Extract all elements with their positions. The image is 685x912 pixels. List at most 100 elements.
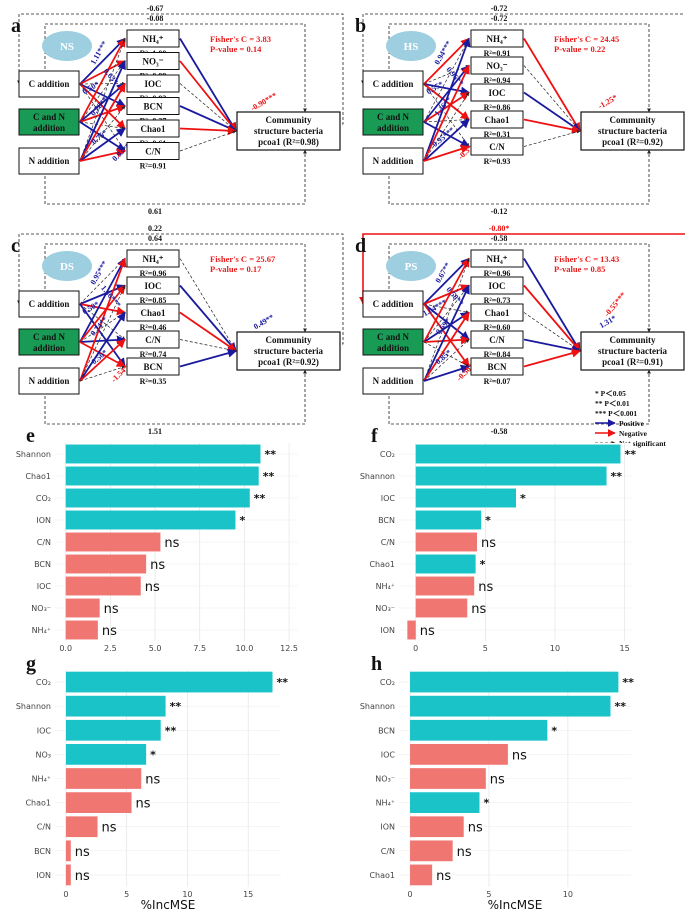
- path-input2-to-1: [79, 285, 126, 382]
- bar: [415, 554, 476, 574]
- bar: [410, 864, 433, 886]
- outcome-label: structure bacteria: [598, 346, 668, 356]
- bar: [65, 840, 71, 862]
- significance-label: ns: [478, 580, 493, 595]
- panel-letter: c: [11, 235, 20, 257]
- legend-line-label-1: Negative: [619, 429, 648, 438]
- y-category-label: NH₄⁺: [32, 626, 51, 635]
- mediator-label: NH₄⁺: [487, 34, 508, 44]
- y-category-label: ION: [36, 516, 51, 525]
- path-input2-to-3: [79, 338, 126, 382]
- mediator-label: C/N: [145, 335, 161, 345]
- panel-letter: g: [26, 653, 36, 675]
- significance-label: *: [551, 724, 557, 737]
- mediator-label: Chao1: [140, 124, 166, 134]
- significance-label: **: [254, 492, 266, 505]
- y-category-label: Shannon: [360, 472, 395, 481]
- significance-label: **: [611, 470, 623, 483]
- y-category-label: ION: [380, 626, 395, 635]
- y-category-label: BCN: [34, 847, 51, 856]
- legend: * P＜0.05** P＜0.01*** P＜0.001PositiveNega…: [595, 389, 666, 448]
- y-category-label: Shannon: [360, 702, 395, 711]
- y-category-label: Shannon: [16, 702, 51, 711]
- path-mediator-to-outcome: [179, 38, 237, 132]
- path-input2-to-3: [423, 339, 470, 382]
- mediator-box: [470, 29, 524, 48]
- outcome-label: Community: [609, 335, 656, 345]
- y-category-label: CO₂: [380, 450, 395, 459]
- input-box-1: [362, 108, 424, 136]
- significance-label: ns: [164, 536, 179, 551]
- x-tick-label: 5: [124, 890, 129, 899]
- y-category-label: Chao1: [25, 799, 51, 808]
- sem-panel-b: -0.72-0.72 -0.12 C addition C and Naddition…: [355, 4, 685, 216]
- path-input2-to-2: [423, 311, 470, 382]
- path-input1-to-0: [423, 257, 470, 343]
- bar-chart-h: h 0 5 10 CO₂ ** Shannon ** BCN * IOC ns NO₃⁻ ns NH₄⁺ * I…: [360, 653, 634, 912]
- path-input2-to-4: [79, 127, 126, 162]
- significance-label: *: [520, 492, 526, 505]
- outcome-label: structure bacteria: [598, 126, 668, 136]
- path-mediator-to-outcome: [179, 339, 237, 353]
- path-input1-to-2: [423, 91, 470, 123]
- mediator-label: BCN: [143, 362, 163, 372]
- x-axis-title: %IncMSE: [141, 898, 196, 912]
- y-category-label: C/N: [37, 538, 51, 547]
- mediator-label: Chao1: [140, 308, 166, 318]
- y-category-label: IOC: [37, 582, 52, 591]
- path-input0-to-3: [79, 303, 126, 340]
- bar: [65, 864, 71, 886]
- bar: [415, 532, 477, 552]
- path-coefficient: 0.67**: [433, 261, 452, 285]
- bar: [65, 466, 259, 486]
- path-input1-to-1: [79, 60, 126, 123]
- input-label-0: C addition: [29, 79, 70, 89]
- path-input2-to-4: [423, 364, 470, 382]
- mediator-label: IOC: [144, 79, 161, 89]
- mediator-label: C/N: [489, 142, 505, 152]
- x-tick-label: 5: [483, 644, 488, 653]
- bar: [407, 620, 416, 640]
- path-mediator-to-outcome: [523, 258, 581, 352]
- path-input2-to-0: [423, 258, 470, 382]
- mediator-r2: R²=0.60: [484, 323, 511, 332]
- feedback-path-top: [359, 233, 685, 305]
- y-category-label: ION: [36, 871, 51, 880]
- panel-letter: f: [371, 425, 378, 447]
- feedback-value-bottom: -0.58: [491, 427, 508, 436]
- path-mediator-to-outcome: [523, 312, 581, 352]
- bar: [65, 598, 100, 618]
- bar: [65, 671, 273, 693]
- significance-label: **: [264, 448, 276, 461]
- bar: [415, 576, 475, 596]
- mediator-box: [470, 83, 524, 102]
- outcome-label: Community: [265, 335, 312, 345]
- mediator-box: [126, 142, 180, 160]
- significance-label: ns: [457, 845, 472, 860]
- path-input1-to-3: [79, 335, 126, 345]
- bar: [65, 816, 98, 838]
- input-box-0: [18, 70, 80, 98]
- significance-label: *: [480, 558, 486, 571]
- x-tick-label: 0: [63, 890, 68, 899]
- bar: [410, 816, 464, 838]
- path-input0-to-5: [79, 83, 126, 152]
- input-box-2: [18, 147, 80, 175]
- significance-label: **: [263, 470, 275, 483]
- path-mediator-to-outcome: [523, 284, 581, 352]
- mediator-label: NO₃⁻: [143, 57, 164, 67]
- feedback-path-top: [17, 233, 344, 345]
- path-mediator-to-outcome: [179, 83, 237, 132]
- y-category-label: Chao1: [25, 472, 51, 481]
- mediator-box: [126, 119, 180, 138]
- feedback-value-bottom: -0.12: [491, 207, 508, 216]
- path-input1-to-0: [79, 37, 126, 123]
- bar: [65, 744, 147, 765]
- feedback-path-bottom: [388, 369, 651, 425]
- mediator-box: [470, 56, 524, 75]
- x-tick-label: 10: [182, 890, 192, 899]
- panel-letter: h: [371, 653, 382, 675]
- mediator-label: IOC: [488, 88, 505, 98]
- fisher-c: Fisher's C = 24.45: [554, 34, 619, 44]
